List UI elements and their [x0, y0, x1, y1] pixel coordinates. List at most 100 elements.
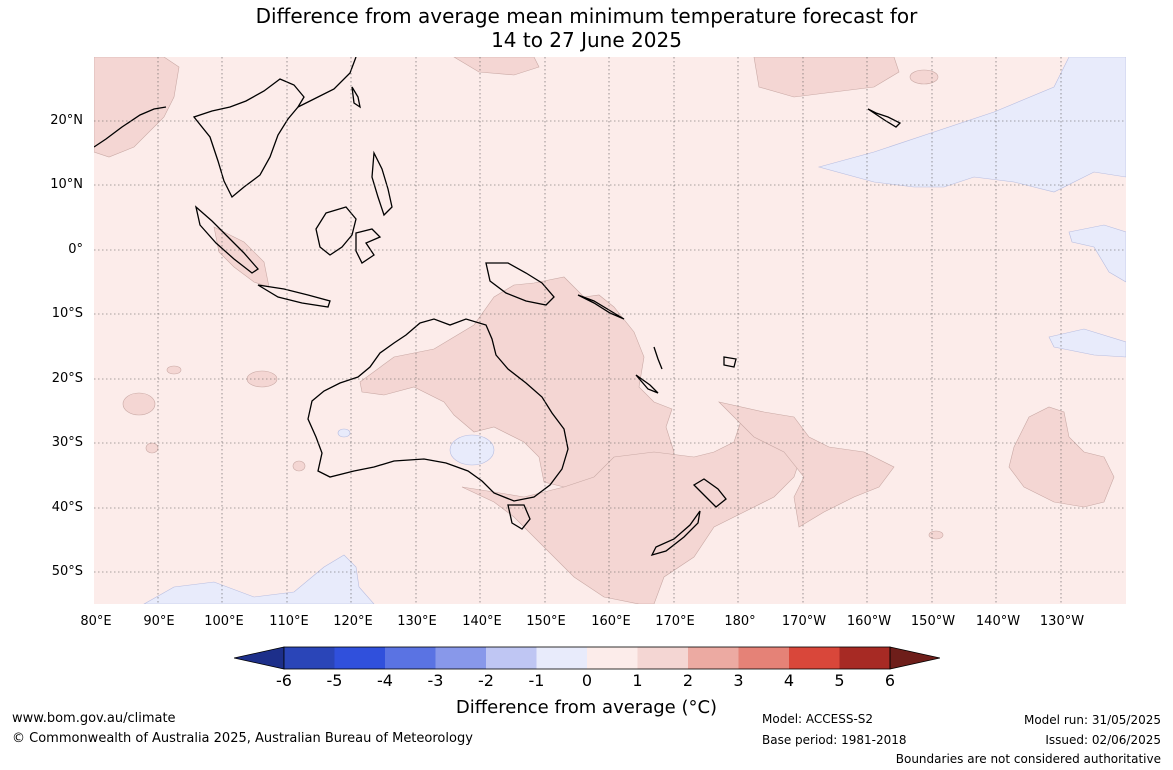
colorbar-label: Difference from average (°C) [455, 697, 718, 718]
lon-label-110e: 110°E [269, 614, 309, 629]
lon-label-170e: 170°E [655, 614, 695, 629]
colorbar-frame [283, 646, 891, 670]
colorbar-tick: -6 [276, 671, 292, 690]
lon-label-120e: 120°E [333, 614, 373, 629]
lon-label-130e: 130°E [397, 614, 437, 629]
colorbar-bin [839, 647, 890, 669]
lat-label-10s: 10°S [51, 306, 83, 321]
colorbar-bin [536, 647, 587, 669]
lon-label-150w: 150°W [910, 614, 956, 629]
colorbar-tick: -4 [377, 671, 393, 690]
coastline-vanuatu [653, 346, 663, 370]
anomaly-region-small-3 [292, 460, 306, 472]
colorbar-tick: 4 [783, 671, 795, 690]
anomaly-region-small-5 [145, 442, 159, 454]
anomaly-region-small-4 [166, 365, 182, 375]
colorbar-tick: 2 [682, 671, 694, 690]
footer-model-run: Model run: 31/05/2025 [1023, 713, 1161, 727]
colorbar-tick: 5 [834, 671, 845, 690]
colorbar-bin [334, 647, 385, 669]
lat-label-20s: 20°S [51, 371, 83, 386]
lon-label-90e: 90°E [143, 614, 175, 629]
map-title: Difference from average mean minimum tem… [0, 4, 1173, 52]
colorbar-bin [688, 647, 739, 669]
coastline-philippines [371, 150, 393, 217]
colorbar-bin [486, 647, 537, 669]
anomaly-region-north-pacific [753, 57, 900, 98]
anomaly-region-small-1 [909, 69, 939, 85]
anomaly-region-cool-australia [449, 434, 495, 466]
coastline-new-zealand-north [692, 478, 727, 508]
lat-label-0: 0° [68, 242, 83, 257]
coastline-indochina [192, 78, 305, 199]
lon-label-140w: 140°W [975, 614, 1021, 629]
coastline-java [257, 284, 331, 308]
anomaly-map [94, 57, 1126, 604]
footer-base-period: Base period: 1981-2018 [762, 733, 907, 747]
lon-label-150e: 150°E [526, 614, 566, 629]
colorbar-tick: 0 [581, 671, 593, 690]
anomaly-region-tasman [461, 411, 805, 604]
anomaly-region-north-central [453, 57, 540, 76]
lon-label-160w: 160°W [846, 614, 892, 629]
coastline-new-guinea [485, 262, 555, 306]
anomaly-region-east-pacific [1008, 406, 1115, 508]
graticule [94, 57, 1126, 604]
anomaly-region-cool-small [337, 428, 351, 438]
title-line-2: 14 to 27 June 2025 [491, 28, 682, 52]
footer-issued: Issued: 02/06/2025 [1045, 733, 1161, 747]
anomaly-region-indonesia [213, 226, 270, 288]
colorbar-bin [284, 647, 335, 669]
colorbar-tick: -1 [528, 671, 545, 690]
lat-label-40s: 40°S [51, 500, 83, 515]
coastline-borneo [315, 206, 357, 256]
lat-label-50s: 50°S [51, 564, 83, 579]
colorbar-bin [789, 647, 840, 669]
lat-label-30s: 30°S [51, 435, 83, 450]
colorbar-tick: -3 [427, 671, 444, 690]
lat-label-10n: 10°N [50, 177, 83, 192]
coastline-fiji [723, 356, 737, 368]
colorbar-bin [637, 647, 688, 669]
footer-copyright: © Commonwealth of Australia 2025, Austra… [12, 731, 473, 746]
anomaly-region-cool-north-pacific [817, 57, 1126, 193]
anomaly-region-southwest-pacific [718, 401, 895, 528]
anomaly-region-cool-east-1 [1068, 224, 1126, 283]
colorbar-bin [385, 647, 436, 669]
colorbar-tick: 6 [884, 671, 896, 690]
anomaly-region-australia [359, 276, 675, 508]
coastline-china [297, 57, 357, 108]
colorbar-tick: -2 [478, 671, 494, 690]
colorbar-bin [587, 647, 638, 669]
colorbar [234, 646, 940, 670]
colorbar-tick: 1 [632, 671, 643, 690]
lon-label-80e: 80°E [80, 614, 112, 629]
colorbar-tick: 3 [733, 671, 744, 690]
colorbar-tick: -5 [326, 671, 343, 690]
colorbar-bin [738, 647, 789, 669]
coastline-sumatra [194, 205, 259, 274]
lon-label-160e: 160°E [591, 614, 631, 629]
coastline-new-zealand-south [650, 510, 701, 557]
lon-label-140e: 140°E [462, 614, 502, 629]
lon-label-180: 180° [724, 614, 756, 629]
lon-label-130w: 130°W [1039, 614, 1085, 629]
footer-disclaimer: Boundaries are not considered authoritat… [895, 752, 1161, 766]
coastline-new-caledonia [635, 374, 659, 394]
anomaly-region-indian-ocean-1 [122, 392, 156, 416]
title-line-1: Difference from average mean minimum tem… [255, 4, 918, 28]
anomaly-region-small-2 [928, 530, 944, 540]
colorbar-bin-lt-6 [234, 646, 285, 670]
coastlines [94, 57, 902, 557]
footer-site: www.bom.gov.au/climate [12, 711, 176, 726]
lon-label-100e: 100°E [204, 614, 244, 629]
coastline-sulawesi [355, 228, 382, 264]
footer-model: Model: ACCESS-S2 [762, 712, 874, 726]
colorbar-bin-gt-6 [889, 646, 940, 670]
coastline-taiwan [351, 86, 361, 109]
anomaly-region-cool-south [143, 554, 375, 604]
coastline-australia [307, 318, 569, 502]
coastline-tasmania [507, 504, 531, 530]
anomaly-region-cool-east-2 [1048, 328, 1126, 358]
coastline-solomons [577, 294, 625, 320]
